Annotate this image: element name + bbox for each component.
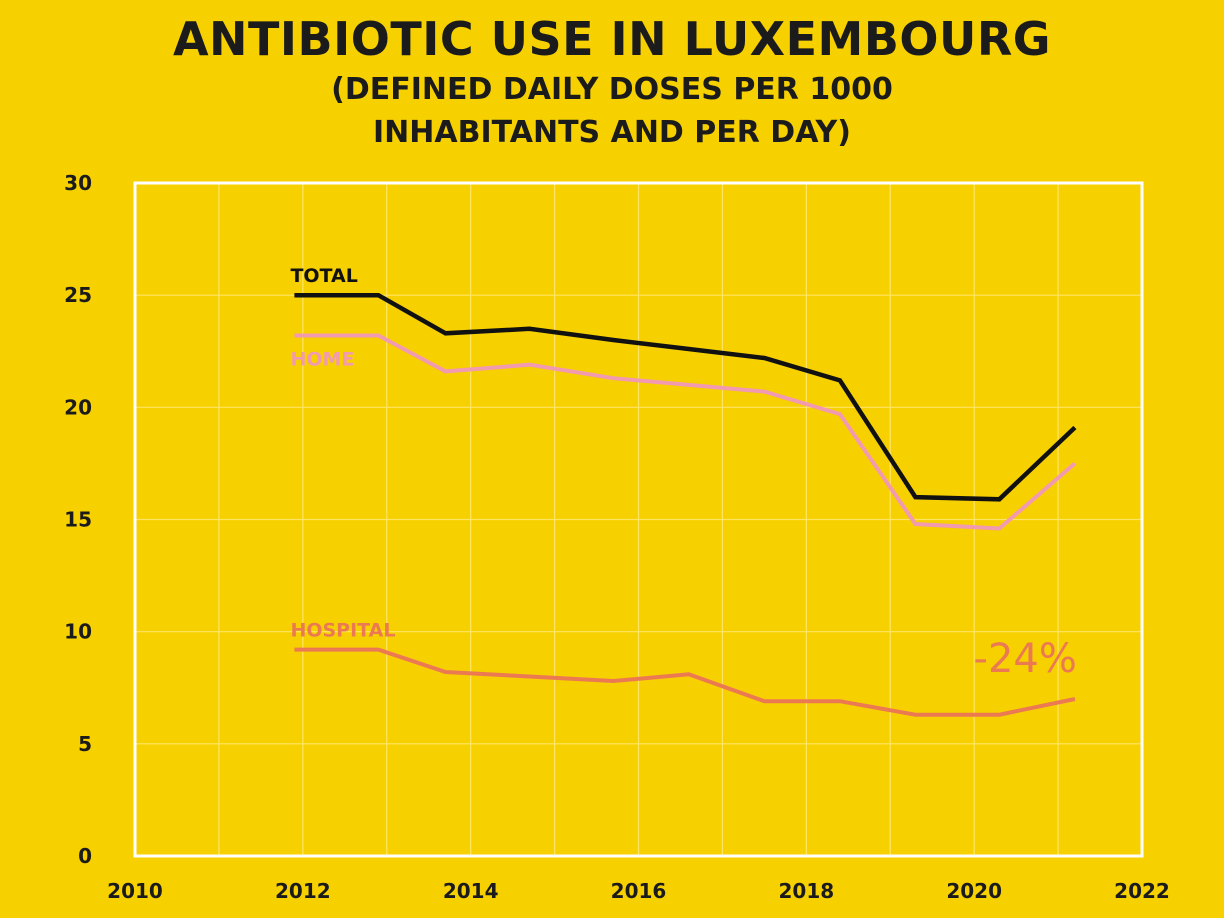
x-tick-label: 2010	[107, 879, 163, 903]
series-label-home: HOME	[290, 349, 354, 371]
x-tick-label: 2020	[946, 879, 1002, 903]
x-tick-label: 2022	[1114, 879, 1170, 903]
y-tick-label: 25	[64, 283, 92, 307]
x-tick-label: 2018	[778, 879, 834, 903]
chart-subtitle-line1: (DEFINED DAILY DOSES PER 1000	[331, 72, 893, 107]
x-tick-label: 2016	[611, 879, 667, 903]
series-line-total	[294, 292, 1077, 502]
y-tick-label: 15	[64, 508, 92, 532]
x-tick-label: 2012	[275, 879, 331, 903]
plot-frame	[133, 181, 1144, 858]
series-label-hospital: HOSPITAL	[290, 620, 395, 642]
y-tick-label: 0	[78, 844, 92, 868]
y-tick-label: 10	[64, 620, 92, 644]
series-label-total: TOTAL	[290, 265, 357, 287]
x-tick-label: 2014	[443, 879, 499, 903]
series-line-hospital	[294, 647, 1076, 717]
y-tick-label: 20	[64, 395, 92, 419]
chart-subtitle-line2: INHABITANTS AND PER DAY)	[373, 115, 851, 150]
annotation-percent-change: -24%	[974, 636, 1077, 682]
chart-title: ANTIBIOTIC USE IN LUXEMBOURG	[172, 12, 1052, 66]
y-tick-label: 5	[78, 732, 92, 756]
y-tick-label: 30	[64, 171, 92, 195]
